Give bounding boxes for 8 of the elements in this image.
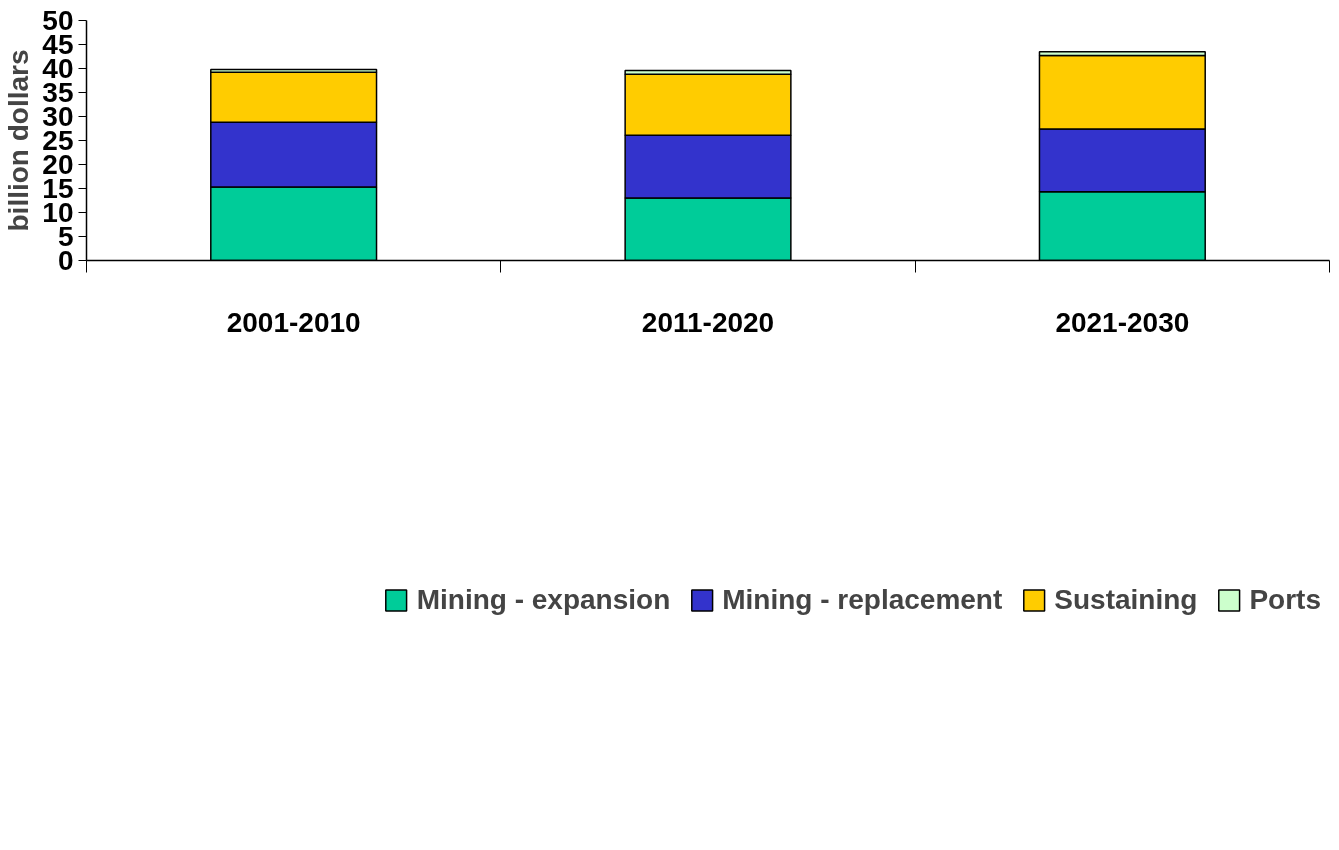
x-tick-label: 2001-2010	[226, 306, 361, 338]
x-tick-label: 2011-2020	[641, 306, 775, 338]
legend-label: Sustaining	[1054, 584, 1198, 616]
legend-label: Ports	[1249, 584, 1321, 616]
legend-label: Mining - expansion	[416, 584, 671, 616]
y-axis-title: billion dollars	[3, 49, 35, 232]
x-tick-label: 2021-2030	[1055, 306, 1190, 338]
legend-label: Mining - replacement	[722, 584, 1003, 616]
